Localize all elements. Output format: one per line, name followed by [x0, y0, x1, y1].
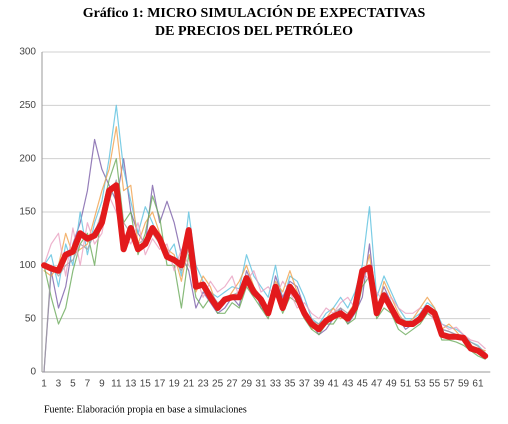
x-tick-label: 57 [443, 379, 455, 390]
series-line [43, 158, 486, 360]
x-tick-label: 37 [299, 379, 311, 390]
y-tick-label: 0 [30, 367, 36, 378]
series-line [43, 138, 486, 373]
y-tick-label: 250 [19, 100, 36, 111]
x-tick-label: 3 [56, 379, 62, 390]
series-line [43, 104, 486, 354]
x-tick-label: 5 [70, 379, 76, 390]
y-tick-label: 150 [19, 207, 36, 218]
y-tick-label: 50 [25, 313, 37, 324]
x-tick-label: 25 [212, 379, 224, 390]
source-note: Fuente: Elaboración propia en base a sim… [44, 404, 247, 415]
series-line [41, 182, 489, 359]
x-tick-label: 13 [125, 379, 137, 390]
x-tick-label: 17 [154, 379, 166, 390]
x-tick-label: 61 [472, 379, 484, 390]
x-tick-label: 49 [386, 379, 398, 390]
x-tick-label: 1 [41, 379, 47, 390]
x-tick-label: 23 [198, 379, 210, 390]
x-tick-label: 53 [415, 379, 427, 390]
x-tick-label: 27 [226, 379, 238, 390]
x-tick-label: 9 [99, 379, 105, 390]
x-tick-label: 15 [140, 379, 152, 390]
x-tick-label: 19 [169, 379, 181, 390]
x-tick-label: 31 [255, 379, 267, 390]
series-line [43, 195, 486, 350]
x-tick-label: 35 [284, 379, 296, 390]
chart-title: DE PRECIOS DEL PETRÓLEO [155, 22, 353, 39]
y-tick-label: 100 [19, 260, 36, 271]
x-tick-label: 59 [458, 379, 470, 390]
x-tick-label: 29 [241, 379, 253, 390]
x-tick-label: 47 [371, 379, 383, 390]
x-tick-label: 39 [313, 379, 325, 390]
x-tick-label: 33 [270, 379, 282, 390]
y-tick-label: 300 [19, 47, 36, 58]
x-tick-label: 51 [400, 379, 412, 390]
x-tick-label: 55 [429, 379, 441, 390]
chart-title: Gráfico 1: MICRO SIMULACIÓN DE EXPECTATI… [83, 4, 426, 21]
x-tick-label: 45 [357, 379, 369, 390]
series-line [43, 179, 486, 373]
x-tick-label: 43 [342, 379, 354, 390]
x-tick-label: 11 [111, 379, 122, 390]
x-tick-label: 7 [85, 379, 91, 390]
x-tick-label: 21 [183, 379, 195, 390]
x-tick-label: 41 [328, 379, 340, 390]
y-tick-label: 200 [19, 153, 36, 164]
